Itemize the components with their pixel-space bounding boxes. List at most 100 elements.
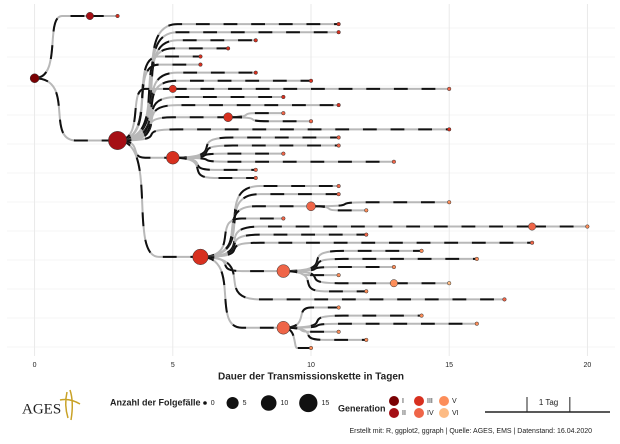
edge-day-segments: [283, 270, 367, 293]
edge-day-segments: [283, 249, 422, 273]
case-node: [336, 192, 341, 197]
edge-day-segments: [283, 314, 422, 329]
edge: [117, 128, 450, 142]
scale-bracket: [526, 397, 571, 413]
case-node: [447, 281, 452, 286]
generation-legend-label: V: [452, 398, 457, 405]
case-node: [419, 313, 424, 318]
generation-legend-key: [439, 396, 449, 406]
case-node: [85, 12, 94, 20]
edge-day-segments: [283, 326, 367, 341]
case-node: [447, 200, 452, 205]
edge: [283, 314, 422, 329]
case-node: [276, 264, 291, 278]
edge: [200, 255, 284, 329]
edge-day-segments: [117, 116, 229, 142]
case-node: [253, 70, 258, 75]
edge-day-segments: [283, 266, 394, 273]
nodes: [29, 12, 590, 351]
case-node: [364, 232, 369, 237]
case-node: [447, 127, 452, 132]
generation-legend-title: Generation: [338, 403, 386, 413]
size-legend-key: [260, 395, 277, 411]
grid: [7, 4, 615, 356]
generation-legend-key: [414, 396, 424, 406]
case-node: [276, 321, 291, 335]
case-node: [364, 208, 369, 213]
case-node: [528, 222, 537, 231]
generation-legend-key: [389, 396, 399, 406]
size-legend-label: 5: [243, 400, 247, 407]
case-node: [585, 224, 590, 229]
edge-day-segments: [172, 136, 339, 159]
case-node: [474, 321, 479, 326]
edge: [200, 185, 339, 258]
edge-day-segments: [117, 128, 450, 142]
scale-label: 1 Tag: [539, 398, 558, 407]
case-node: [253, 167, 258, 172]
edge-day-segments: [310, 205, 367, 212]
generation-legend-label: VI: [452, 410, 459, 417]
size-legend-key: [226, 396, 239, 410]
case-node: [502, 297, 507, 302]
edge-day-segments: [117, 63, 201, 142]
edge-day-segments: [200, 193, 339, 258]
edge-day-segments: [117, 79, 311, 142]
case-node: [336, 305, 341, 310]
edge: [34, 77, 118, 142]
x-tick-label: 15: [445, 362, 453, 369]
generation-legend-label: I: [402, 398, 404, 405]
case-node: [336, 329, 341, 334]
edges: [34, 14, 588, 349]
case-node: [530, 240, 535, 245]
case-node: [336, 103, 341, 108]
edge-day-segments: [172, 156, 394, 163]
edge-day-segments: [200, 205, 311, 258]
edge-day-segments: [172, 144, 339, 159]
case-node: [336, 22, 341, 27]
generation-legend-key: [389, 408, 399, 418]
case-node: [281, 151, 286, 156]
edge-day-segments: [200, 233, 367, 258]
size-legend-label: 0: [211, 400, 215, 407]
edge-day-segments: [172, 152, 284, 159]
size-legend-label: 15: [321, 400, 329, 407]
edge-day-segments: [172, 156, 256, 179]
case-node: [29, 73, 40, 83]
edge-day-segments: [117, 39, 256, 142]
edge: [283, 326, 367, 341]
case-node: [198, 62, 203, 67]
case-node: [389, 279, 398, 288]
x-tick-label: 5: [171, 362, 175, 369]
edge-day-segments: [200, 225, 533, 258]
generation-legend-label: II: [402, 410, 406, 417]
edge-day-segments: [200, 241, 533, 258]
case-node: [336, 143, 341, 148]
case-node: [308, 78, 314, 83]
size-legend-title: Anzahl der Folgefälle: [110, 397, 201, 407]
case-node: [336, 135, 341, 140]
edge: [283, 270, 367, 293]
edge: [172, 144, 339, 159]
case-node: [253, 38, 258, 43]
case-node: [253, 175, 258, 181]
edge-day-segments: [34, 77, 118, 142]
edge: [200, 255, 505, 301]
case-node: [336, 273, 341, 278]
edge: [34, 15, 90, 80]
edge-day-segments: [200, 185, 339, 258]
case-node: [391, 159, 396, 164]
edge: [200, 241, 533, 258]
case-node: [115, 13, 120, 19]
size-legend-key: [203, 401, 207, 405]
edge: [172, 136, 339, 159]
case-node: [308, 119, 314, 124]
case-node: [336, 30, 341, 35]
case-node: [281, 94, 286, 100]
case-node: [198, 54, 203, 59]
case-node: [419, 248, 424, 253]
case-node: [281, 216, 286, 221]
case-node: [223, 112, 233, 122]
edge-day-segments: [200, 217, 284, 258]
edge: [117, 139, 201, 258]
